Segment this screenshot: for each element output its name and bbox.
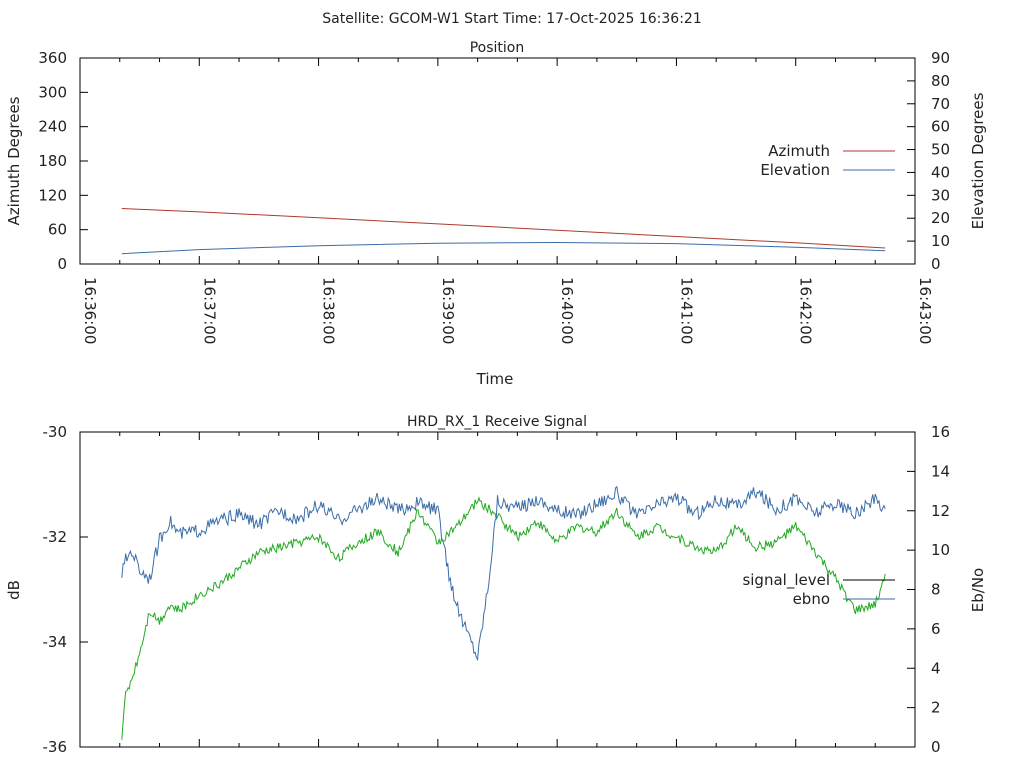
position-chart-title: Position bbox=[470, 40, 525, 56]
y2-tick-label: 12 bbox=[931, 502, 950, 520]
series-azimuth-line bbox=[121, 208, 886, 249]
legend-signal-level-label: signal_level bbox=[742, 571, 830, 590]
y2-tick-label: 4 bbox=[931, 659, 941, 677]
position-elevation-axis: 0 10 20 30 40 50 60 70 80 90 bbox=[907, 49, 950, 273]
legend-elevation-label: Elevation bbox=[760, 161, 830, 179]
signal-series-group bbox=[121, 485, 886, 740]
elevation-axis-label: Elevation Degrees bbox=[969, 92, 987, 229]
y2-tick-label: 10 bbox=[931, 232, 950, 250]
position-legend: Azimuth Elevation bbox=[760, 142, 895, 179]
y-tick-label: -30 bbox=[43, 423, 68, 441]
y2-tick-label: 16 bbox=[931, 423, 950, 441]
series-ebno-line bbox=[121, 485, 886, 662]
y2-tick-label: 2 bbox=[931, 699, 941, 717]
y-tick-label: 120 bbox=[38, 186, 67, 204]
y-tick-label: 240 bbox=[38, 118, 67, 136]
time-axis-label: Time bbox=[476, 370, 514, 388]
x-tick-label: 16:38:00 bbox=[320, 277, 338, 344]
y-tick-label: 300 bbox=[38, 83, 67, 101]
y2-tick-label: 80 bbox=[931, 72, 950, 90]
y-tick-label: 360 bbox=[38, 49, 67, 67]
signal-db-axis: -36 -34 -32 -30 bbox=[43, 423, 88, 756]
y2-tick-label: 70 bbox=[931, 95, 950, 113]
legend-azimuth-label: Azimuth bbox=[768, 142, 830, 160]
y2-tick-label: 40 bbox=[931, 163, 950, 181]
x-tick-label: 16:43:00 bbox=[916, 277, 934, 344]
position-chart: Position 0 60 120 180 240 300 360 0 10 20 30 40 50 6… bbox=[5, 40, 987, 388]
signal-legend: signal_level ebno bbox=[742, 571, 895, 608]
y-tick-label: -36 bbox=[43, 738, 68, 756]
x-tick-label: 16:36:00 bbox=[81, 277, 99, 344]
azimuth-axis-label: Azimuth Degrees bbox=[5, 96, 23, 225]
signal-ebno-axis: 0 2 4 6 8 10 12 14 16 bbox=[907, 423, 950, 756]
x-tick-label: 16:39:00 bbox=[439, 277, 457, 344]
position-time-axis: 16:36:00 16:37:00 16:38:00 16:39:00 16:40:00… bbox=[79, 58, 934, 344]
db-axis-label: dB bbox=[5, 580, 23, 600]
x-tick-label: 16:42:00 bbox=[797, 277, 815, 344]
y-tick-label: -34 bbox=[43, 633, 68, 651]
receive-signal-chart: HRD_RX_1 Receive Signal -36 -34 -32 -30 0 2 4… bbox=[5, 414, 987, 756]
y2-tick-label: 50 bbox=[931, 141, 950, 159]
position-azimuth-axis: 0 60 120 180 240 300 360 bbox=[38, 49, 88, 273]
y2-tick-label: 20 bbox=[931, 209, 950, 227]
y2-tick-label: 0 bbox=[931, 738, 941, 756]
x-tick-label: 16:41:00 bbox=[677, 277, 695, 344]
ebno-axis-label: Eb/No bbox=[969, 568, 987, 612]
y2-tick-label: 10 bbox=[931, 541, 950, 559]
signal-chart-title: HRD_RX_1 Receive Signal bbox=[407, 414, 587, 430]
y-tick-label: 180 bbox=[38, 152, 67, 170]
y-tick-label: 0 bbox=[57, 255, 67, 273]
y2-tick-label: 90 bbox=[931, 49, 950, 67]
y-tick-label: -32 bbox=[43, 528, 68, 546]
y2-tick-label: 0 bbox=[931, 255, 941, 273]
signal-time-axis bbox=[79, 432, 916, 747]
report-title: Satellite: GCOM-W1 Start Time: 17-Oct-20… bbox=[322, 11, 701, 27]
y2-tick-label: 60 bbox=[931, 118, 950, 136]
y-tick-label: 60 bbox=[48, 221, 67, 239]
y2-tick-label: 8 bbox=[931, 581, 941, 599]
y2-tick-label: 30 bbox=[931, 186, 950, 204]
position-series-group bbox=[121, 208, 886, 255]
legend-ebno-label: ebno bbox=[793, 590, 830, 608]
series-elevation-line bbox=[121, 241, 886, 255]
x-tick-label: 16:40:00 bbox=[558, 277, 576, 344]
y2-tick-label: 6 bbox=[931, 620, 941, 638]
y2-tick-label: 14 bbox=[931, 462, 950, 480]
series-signal-level-line bbox=[121, 496, 886, 740]
signal-plot-frame bbox=[79, 431, 916, 748]
x-tick-label: 16:37:00 bbox=[200, 277, 218, 344]
